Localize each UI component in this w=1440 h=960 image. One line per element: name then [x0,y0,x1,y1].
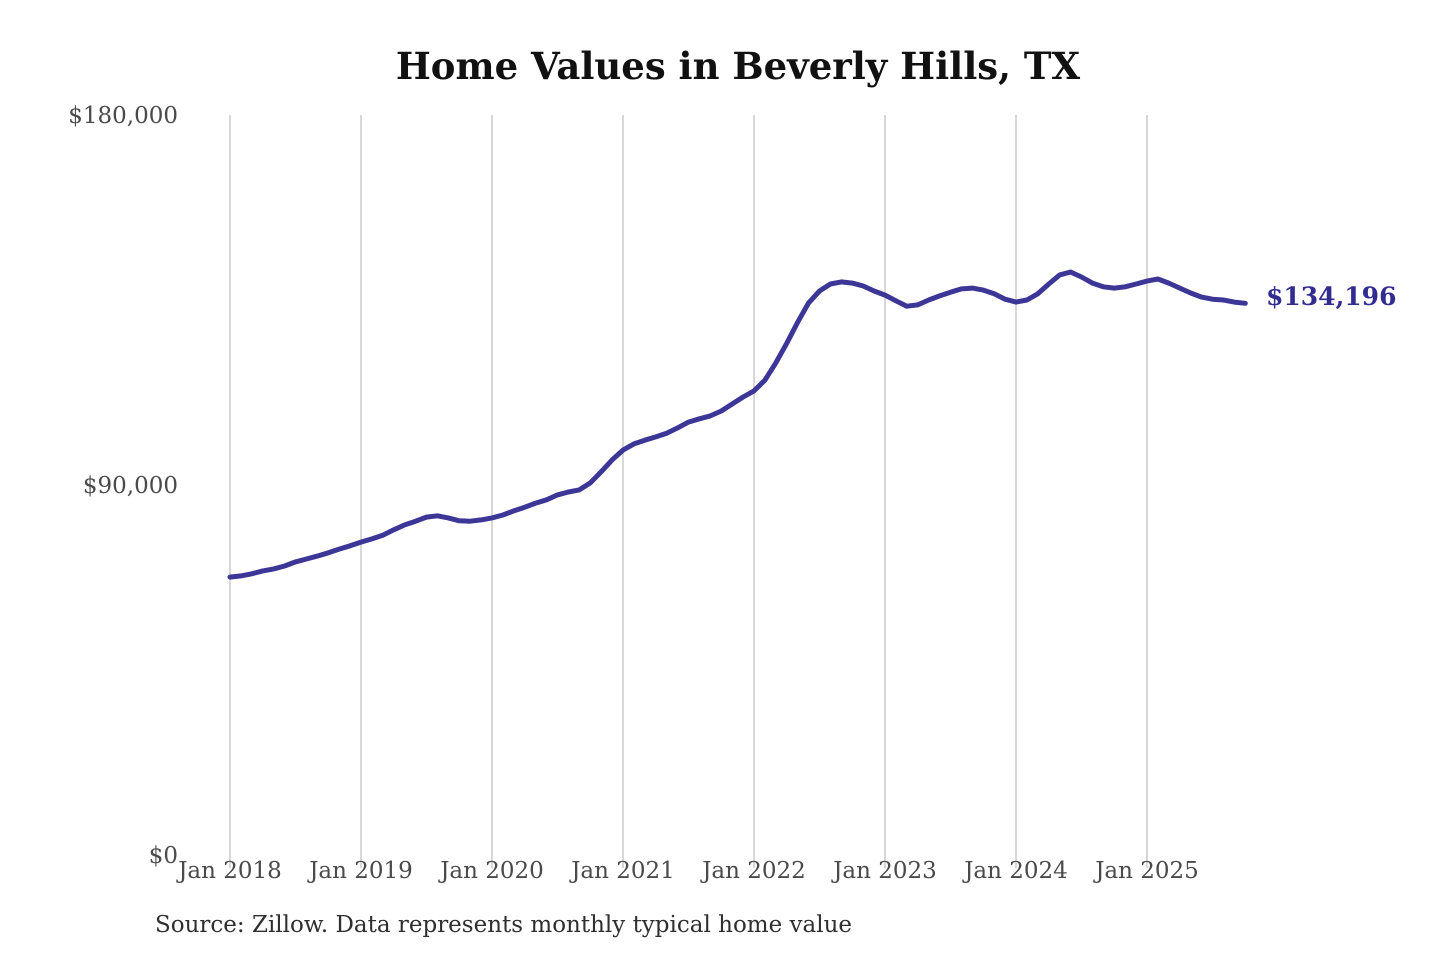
chart-title: Home Values in Beverly Hills, TX [395,44,1081,88]
y-tick-label: $90,000 [82,473,178,499]
x-tick-label: Jan 2023 [833,858,937,884]
x-tick-label: Jan 2021 [571,858,675,884]
y-tick-label: $180,000 [68,103,178,129]
x-tick-label: Jan 2018 [178,858,282,884]
latest-value-label: $134,196 [1266,282,1397,311]
x-tick-label: Jan 2020 [440,858,544,884]
y-tick-label: $0 [148,843,178,869]
x-tick-label: Jan 2019 [309,858,413,884]
x-tick-label: Jan 2022 [702,858,806,884]
home-value-line [227,269,1248,580]
x-tick-label: Jan 2024 [964,858,1068,884]
x-tick-label: Jan 2025 [1095,858,1199,884]
source-note: Source: Zillow. Data represents monthly … [155,912,853,938]
gridlines-group [229,115,1148,868]
